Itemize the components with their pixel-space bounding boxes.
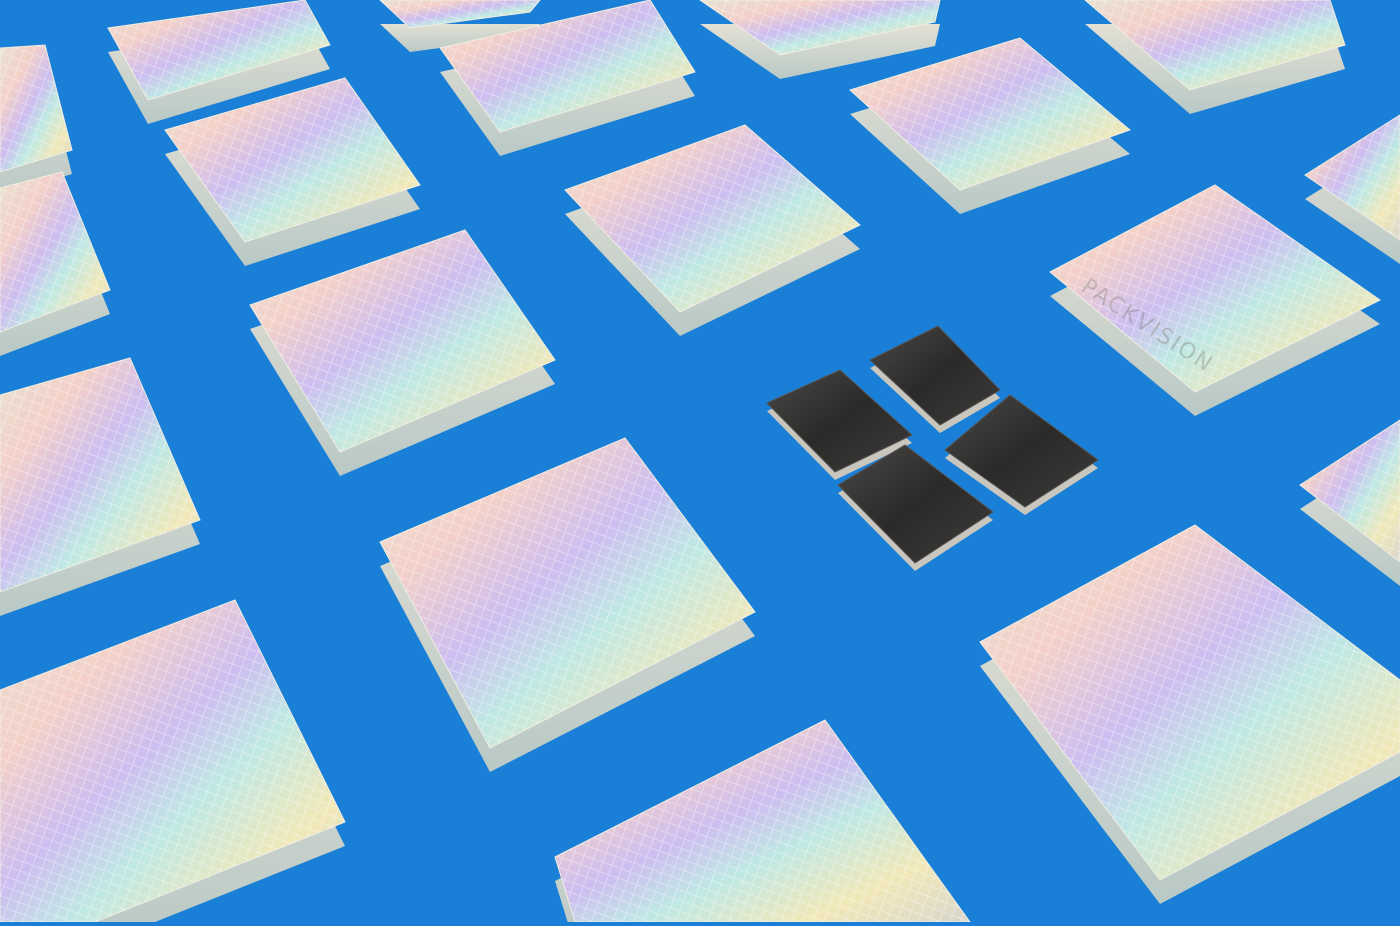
holographic-box <box>1299 419 1400 586</box>
embossed-pattern <box>0 172 110 332</box>
embossed-pattern <box>1050 185 1380 392</box>
embossed-pattern <box>0 358 200 592</box>
holographic-box <box>0 357 201 616</box>
embossed-pattern <box>555 720 970 922</box>
embossed-pattern <box>440 0 695 132</box>
embossed-pattern <box>380 438 755 748</box>
embossed-pattern <box>250 230 555 452</box>
holographic-box <box>379 437 756 772</box>
embossed-pattern <box>0 600 345 922</box>
holographic-box <box>107 0 331 124</box>
holographic-box <box>979 524 1400 904</box>
holographic-box <box>554 719 971 926</box>
chocolate-square <box>944 394 1099 515</box>
embossed-pattern <box>850 38 1130 190</box>
chocolate-square <box>766 369 913 480</box>
embossed-pattern <box>700 0 940 55</box>
embossed-pattern <box>380 0 540 28</box>
chocolate-square <box>837 444 994 571</box>
embossed-pattern <box>1300 420 1400 562</box>
embossed-pattern <box>165 78 420 242</box>
embossed-pattern <box>108 0 330 100</box>
chocolate-square <box>869 325 1001 433</box>
holographic-box <box>0 171 111 356</box>
holographic-box <box>0 44 73 196</box>
holographic-box <box>1084 0 1346 114</box>
holographic-box <box>249 229 556 476</box>
holographic-box <box>849 37 1131 214</box>
embossed-pattern <box>980 525 1400 880</box>
embossed-pattern <box>1305 115 1400 240</box>
holographic-box <box>1304 114 1400 264</box>
holographic-box <box>699 0 941 79</box>
embossed-pattern <box>565 125 860 312</box>
holographic-box <box>379 0 541 52</box>
box-side <box>380 24 540 52</box>
embossed-pattern <box>0 45 72 172</box>
holographic-box <box>0 599 346 926</box>
holographic-box <box>164 77 421 266</box>
holographic-box <box>1049 184 1381 416</box>
embossed-pattern <box>1085 0 1345 90</box>
holographic-box <box>439 0 696 156</box>
holographic-box <box>564 124 861 336</box>
